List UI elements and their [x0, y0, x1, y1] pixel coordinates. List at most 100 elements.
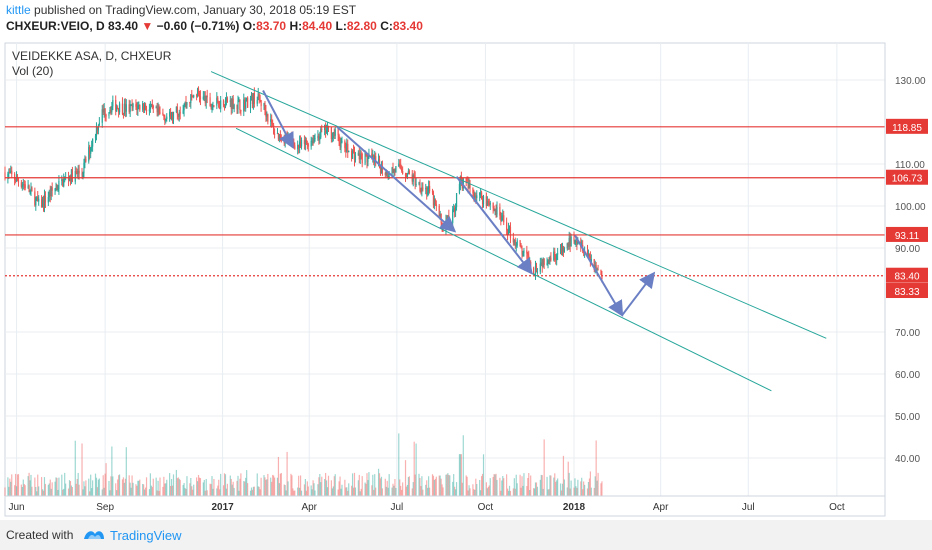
volume-bar — [575, 486, 577, 496]
candle-body — [385, 170, 387, 175]
candle-body — [8, 172, 10, 174]
volume-bar — [345, 487, 347, 496]
volume-bar — [37, 474, 39, 496]
volume-bar — [589, 471, 591, 496]
volume-bar — [132, 482, 134, 496]
candle-body — [178, 112, 180, 117]
candle-body — [567, 243, 569, 247]
candle-body — [230, 100, 232, 109]
volume-bar — [384, 478, 386, 496]
candle-body — [325, 129, 328, 133]
volume-bar — [595, 440, 597, 496]
volume-bar — [115, 483, 117, 496]
volume-bar — [549, 475, 551, 496]
volume-bar — [394, 479, 396, 496]
candle-body — [425, 187, 427, 190]
volume-bar — [493, 474, 495, 496]
volume-bar — [341, 484, 343, 496]
candle-body — [391, 167, 393, 176]
volume-bar — [230, 478, 232, 496]
volume-bar — [91, 488, 93, 496]
candle-body — [204, 95, 206, 103]
volume-bar — [360, 488, 362, 496]
volume-bar — [480, 490, 482, 496]
volume-bar — [104, 473, 106, 496]
candle-body — [195, 95, 198, 97]
volume-bar — [338, 481, 340, 496]
volume-bar — [482, 454, 485, 496]
candle-body — [480, 192, 483, 200]
volume-bar — [366, 473, 368, 496]
candle-body — [574, 241, 576, 243]
candle-body — [306, 143, 308, 145]
published-text: published on TradingView.com, January 30… — [34, 3, 357, 17]
volume-bar — [468, 485, 470, 496]
volume-bar — [576, 487, 578, 496]
volume-bar — [368, 472, 370, 496]
candle-body — [276, 133, 279, 135]
horizontal-levels: 118.85 106.73 93.11 83.40 83.33 — [5, 118, 928, 299]
volume-bar — [332, 486, 334, 496]
candle-body — [540, 262, 542, 264]
tradingview-logo-icon[interactable] — [82, 525, 106, 543]
candle-body — [597, 269, 599, 271]
volume-bar — [314, 490, 316, 496]
tradingview-brand[interactable]: TradingView — [110, 528, 182, 543]
level-price-label: 83.40 — [894, 272, 919, 283]
candle-body — [77, 170, 79, 174]
volume-bar — [553, 477, 555, 496]
candle-body — [136, 106, 138, 111]
volume-bar — [574, 478, 576, 496]
level-price-label: 106.73 — [892, 174, 923, 185]
candle-body — [103, 108, 105, 113]
volume-bar — [260, 477, 262, 496]
price-chart[interactable]: 118.85 106.73 93.11 83.40 83.33 130.00 110.00… — [0, 38, 932, 520]
candle-body — [138, 105, 140, 107]
volume-bar — [177, 477, 179, 496]
candle-body — [388, 175, 390, 177]
volume-bar — [20, 484, 22, 496]
volume-bar — [503, 478, 505, 496]
volume-bar — [562, 455, 565, 496]
candle-body — [299, 141, 301, 148]
plot-frame — [4, 42, 886, 517]
volume-bar — [543, 439, 545, 496]
volume-bar — [515, 474, 517, 496]
candle-body — [74, 171, 76, 182]
candle-body — [357, 152, 359, 156]
volume-bar — [94, 473, 97, 496]
volume-bar — [259, 489, 261, 496]
volume-bar — [225, 488, 228, 496]
volume-bar — [573, 487, 575, 496]
author-link[interactable]: kittle — [6, 3, 31, 17]
candle-body — [237, 99, 239, 110]
volume-bar — [247, 483, 249, 496]
candle-body — [556, 254, 558, 261]
volume-bar — [285, 490, 287, 496]
candle-body — [175, 106, 177, 112]
volume-bar — [265, 479, 267, 496]
candle-body — [184, 102, 186, 107]
candle-body — [253, 93, 255, 104]
candle-body — [472, 188, 474, 193]
x-tick-label: Oct — [829, 502, 845, 513]
candle-body — [14, 174, 16, 181]
candle-body — [132, 104, 134, 108]
candle-body — [304, 139, 306, 145]
volume-bar — [253, 486, 255, 496]
volume-bar — [162, 486, 164, 496]
candle-body — [503, 215, 505, 223]
x-tick-label: Jun — [8, 502, 24, 513]
volume-bar — [500, 490, 502, 496]
volume-bar — [196, 481, 199, 496]
volume-bar — [325, 480, 328, 496]
volume-bar — [38, 486, 40, 496]
volume-bar — [299, 475, 302, 496]
candle-body — [577, 241, 579, 244]
volume-bar — [568, 472, 570, 496]
candle-body — [432, 192, 435, 206]
candle-body — [203, 95, 205, 97]
candle-body — [109, 110, 111, 113]
volume-bar — [550, 475, 552, 496]
x-tick-label: 2018 — [563, 502, 586, 513]
